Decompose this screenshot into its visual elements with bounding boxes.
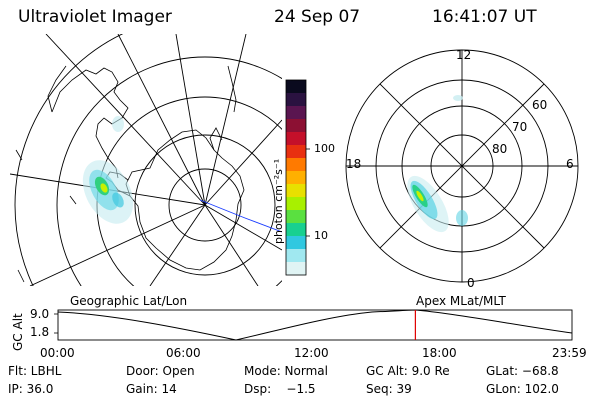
colorbar-cell xyxy=(286,236,306,250)
mlt-label-top: 12 xyxy=(456,48,472,62)
glon-readout: GLon: 102.0 xyxy=(486,382,559,396)
polar-plot-caption: Apex MLat/MLT xyxy=(416,294,506,308)
geo-lat-circle xyxy=(168,168,242,242)
coastline xyxy=(47,65,67,113)
geo-meridian xyxy=(45,34,206,206)
colorbar-cell xyxy=(286,106,306,120)
ip-readout: IP: 36.0 xyxy=(8,382,54,396)
geo-lat-circle xyxy=(134,134,276,276)
time-tick: 18:00 xyxy=(422,346,457,360)
polar-diagonal xyxy=(379,83,545,249)
colorbar-cell xyxy=(286,197,306,211)
mode-readout: Mode: Normal xyxy=(244,364,328,378)
coastline xyxy=(15,149,77,283)
geo-meridian xyxy=(29,204,206,286)
dsp-readout: Dsp: −1.5 xyxy=(244,382,316,396)
geo-meridian xyxy=(204,34,247,206)
glat-readout: GLat: −68.8 xyxy=(486,364,559,378)
mlat-label: 80 xyxy=(492,142,508,156)
gc-alt-tick: 9.0 xyxy=(30,307,50,321)
aurora-glow xyxy=(456,210,468,226)
colorbar-cell xyxy=(286,132,306,146)
geo-lat-circle xyxy=(14,34,124,286)
geo-meridian xyxy=(149,204,206,286)
time-tick: 00:00 xyxy=(40,346,75,360)
colorbar-cell xyxy=(286,93,306,107)
time-tick: 12:00 xyxy=(294,346,329,360)
aurora-glow xyxy=(453,95,463,101)
time-label: 16:41:07 UT xyxy=(432,7,537,27)
colorbar-tick-label: 10 xyxy=(314,229,328,242)
date-label: 24 Sep 07 xyxy=(274,7,361,27)
colorbar-cell xyxy=(286,158,306,172)
coastline xyxy=(227,65,237,113)
geo-meridian xyxy=(204,204,282,251)
geo-meridian xyxy=(204,119,282,206)
altitude-curve xyxy=(57,309,573,341)
mlt-label-bottom: 0 xyxy=(467,276,475,290)
gc-alt-tick: 1.8 xyxy=(30,325,50,339)
coastline xyxy=(51,67,129,179)
colorbar-tick-label: 100 xyxy=(314,142,335,155)
geo-map-caption: Geographic Lat/Lon xyxy=(70,294,188,308)
mlt-label-left: 18 xyxy=(346,157,362,171)
colorbar-cell xyxy=(286,119,306,133)
gc-alt-readout: GC Alt: 9.0 Re xyxy=(366,364,450,378)
aurora-core xyxy=(100,183,108,193)
coastline xyxy=(209,127,223,151)
mlat-label: 60 xyxy=(532,98,548,112)
colorbar-cell xyxy=(286,171,306,185)
filter-readout: Flt: LBHL xyxy=(8,364,62,378)
geo-meridian xyxy=(117,34,206,206)
colorbar-cell xyxy=(286,184,306,198)
colorbar-cell xyxy=(286,249,306,263)
aurora-glow xyxy=(112,192,124,208)
geo-meridian xyxy=(175,34,206,206)
aurora-core xyxy=(416,190,424,202)
door-readout: Door: Open xyxy=(126,364,195,378)
gain-readout: Gain: 14 xyxy=(126,382,177,396)
time-tick: 23:59 xyxy=(552,346,587,360)
aurora-glow xyxy=(112,116,124,132)
colorbar-cell xyxy=(286,145,306,159)
mlt-label-right: 6 xyxy=(566,157,574,171)
instrument-title: Ultraviolet Imager xyxy=(18,7,172,27)
terminator-line xyxy=(199,199,282,233)
seq-readout: Seq: 39 xyxy=(366,382,412,396)
colorbar-cell xyxy=(286,210,306,224)
geo-meridian xyxy=(204,204,259,286)
aurora-polar xyxy=(407,95,468,233)
colorbar-cell xyxy=(286,262,306,276)
mlat-label: 70 xyxy=(512,120,528,134)
colorbar-cell xyxy=(286,80,306,94)
time-tick: 06:00 xyxy=(166,346,201,360)
coastline xyxy=(125,129,245,271)
colorbar-cell xyxy=(286,223,306,237)
aurora-geo xyxy=(82,116,134,224)
geo-lat-circle xyxy=(56,56,282,286)
